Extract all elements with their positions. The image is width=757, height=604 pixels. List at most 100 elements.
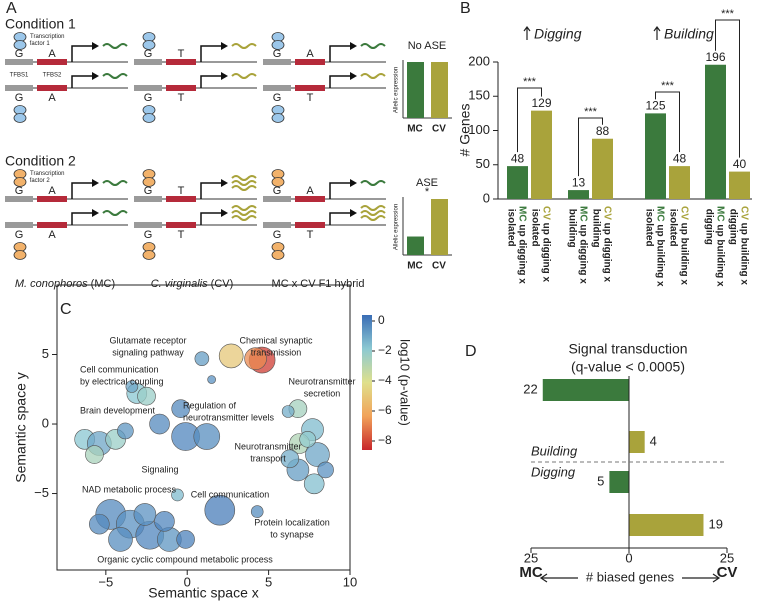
- x-tick-label: 25: [524, 550, 538, 565]
- colorbar-tick-label: −4: [378, 373, 392, 387]
- panel-label: C: [60, 301, 72, 318]
- site-letter: G: [15, 229, 24, 241]
- tfbs1-box: [134, 196, 162, 202]
- tfbs1-box: [5, 85, 33, 91]
- transcript: [102, 43, 128, 49]
- tfbs1-box: [134, 222, 162, 228]
- site-letter: G: [15, 185, 24, 197]
- arrow-head: [350, 42, 357, 50]
- x-tick-label: MC up digging x isolated: [506, 206, 528, 284]
- transcript: [360, 43, 386, 49]
- transcription-factor: [142, 250, 156, 260]
- y-tick-label: 100: [468, 122, 490, 137]
- tfbs2-box: [37, 222, 67, 228]
- y-tick-label: 0: [42, 415, 49, 430]
- bubble: [250, 505, 264, 518]
- legend-label: CV: [717, 564, 738, 581]
- significance-bracket: [578, 117, 603, 177]
- site-letter: T: [307, 229, 314, 241]
- bubble: [108, 527, 133, 552]
- tfbs2-box: [295, 222, 325, 228]
- x-tick-label: MC up building x isolated: [644, 206, 666, 287]
- transcript: [231, 205, 257, 211]
- species-label: MC x CV F1 hybrid: [272, 278, 365, 290]
- site-letter: T: [178, 229, 185, 241]
- term-label: Cell communication: [191, 489, 270, 499]
- ase-axis-label: Allelic expression: [394, 67, 400, 113]
- transcription-factor: [13, 250, 27, 260]
- arrow-head: [221, 72, 228, 80]
- arrow-head: [221, 179, 228, 187]
- ase-group: MC: [407, 124, 423, 135]
- tfbs1-box: [5, 222, 33, 228]
- value-label: 88: [596, 124, 610, 138]
- tfbs2-box: [295, 85, 325, 91]
- plot-frame: [56, 284, 351, 571]
- term-label: transport: [250, 453, 286, 463]
- tfbs1-box: [134, 85, 162, 91]
- tfbs1-box: [263, 59, 291, 65]
- transcript: [231, 180, 257, 186]
- value-label: 19: [708, 516, 722, 531]
- transcript: [231, 185, 257, 191]
- transcript: [102, 180, 128, 186]
- significance-label: ***: [721, 8, 735, 20]
- significance-label: ***: [661, 80, 675, 92]
- site-letter: G: [273, 48, 282, 60]
- transcript: [360, 73, 386, 79]
- tfbs2-box: [166, 59, 196, 65]
- y-tick-label: 200: [468, 53, 490, 68]
- transcription-factor: [142, 40, 156, 50]
- arrow-head: [92, 72, 99, 80]
- significance-bracket: [655, 91, 680, 153]
- x-axis-label: # biased genes: [586, 569, 675, 584]
- transcript: [231, 215, 257, 221]
- site-letter: G: [144, 229, 153, 241]
- chart-title: Signal transduction: [568, 341, 687, 357]
- bubble: [281, 405, 295, 418]
- ase-bar: [431, 199, 448, 255]
- y-tick-label: 5: [42, 346, 49, 361]
- site-letter: G: [144, 92, 153, 104]
- transcription-factor: [142, 113, 156, 123]
- value-label: 196: [705, 50, 725, 64]
- tfbs1-box: [263, 222, 291, 228]
- bubble: [317, 461, 334, 479]
- transcription-factor: [13, 177, 27, 187]
- transcript: [231, 73, 257, 79]
- site-letter: G: [15, 92, 24, 104]
- colorbar-tick-label: −8: [378, 433, 392, 447]
- x-tick-label: CV up building x isolated: [668, 206, 690, 285]
- value-label: 125: [645, 99, 665, 113]
- ase-bar: [407, 62, 424, 118]
- arrow-head: [350, 179, 357, 187]
- category-label: Digging: [531, 464, 576, 479]
- colorbar: [362, 315, 372, 450]
- significance-bracket: [517, 87, 542, 153]
- transcription-factor: [142, 177, 156, 187]
- transcription-factor: [271, 40, 285, 50]
- direction-arrow: [682, 573, 721, 583]
- site-letter: G: [15, 48, 24, 60]
- arrow-head: [92, 209, 99, 217]
- tfbs2-box: [37, 85, 67, 91]
- panel-label: A: [6, 0, 17, 17]
- ase-axis-label: Allelic expression: [394, 204, 400, 250]
- tfbs-label: TFBS1: [10, 73, 29, 79]
- x-tick-label: 0: [184, 574, 191, 589]
- x-tick-label: 0: [625, 550, 632, 565]
- arrow-head: [221, 42, 228, 50]
- bar: [531, 110, 552, 199]
- term-label: to synapse: [270, 529, 314, 539]
- tfbs2-box: [295, 196, 325, 202]
- term-label: Organic cyclic compound metabolic proces…: [97, 554, 273, 564]
- site-letter: T: [307, 92, 314, 104]
- value-label: 4: [650, 433, 657, 448]
- transcript: [102, 210, 128, 216]
- tfbs2-box: [166, 196, 196, 202]
- tf-label: Transcription factor 2: [28, 171, 64, 184]
- bubble: [149, 413, 170, 435]
- legend-label: MC: [519, 564, 542, 581]
- bubble: [244, 347, 267, 370]
- y-tick-label: 0: [483, 190, 490, 205]
